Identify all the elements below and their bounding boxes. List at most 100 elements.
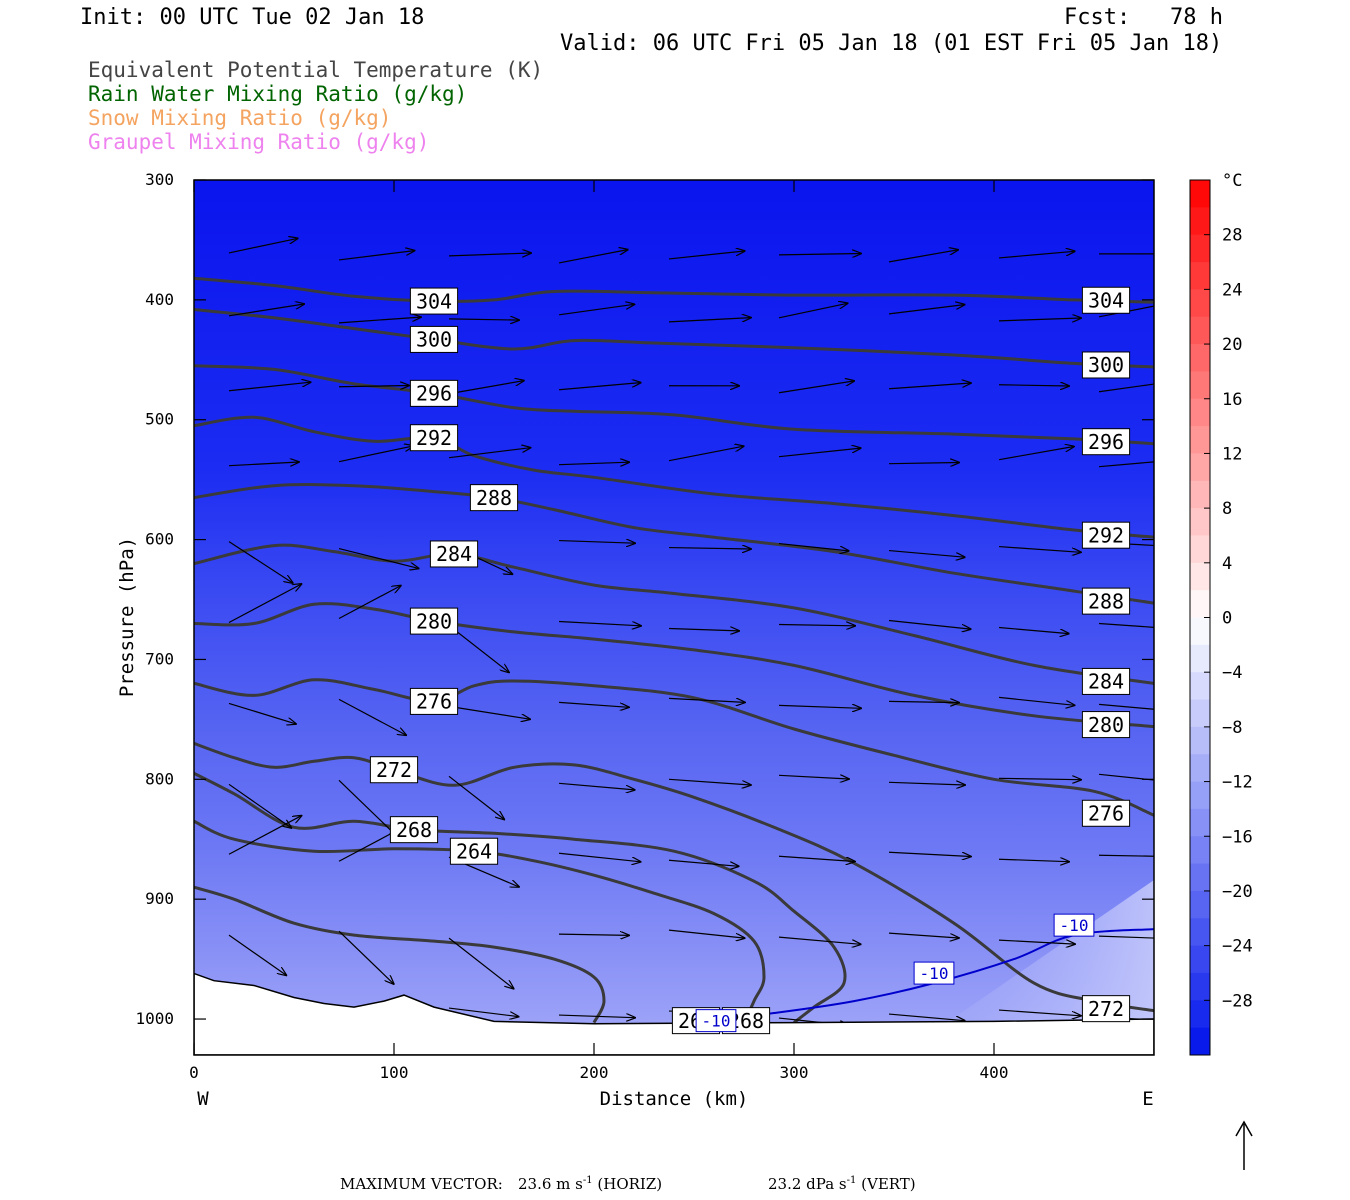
wind-vector bbox=[778, 936, 861, 944]
theta-e-label-288-east-box bbox=[1081, 587, 1131, 615]
wind-vector bbox=[228, 304, 304, 317]
colorbar-segment bbox=[1190, 863, 1210, 892]
colorbar-tick-label: −24 bbox=[1222, 937, 1253, 957]
colorbar-tick-label: 8 bbox=[1222, 499, 1232, 519]
wind-vector bbox=[448, 937, 514, 988]
cross-section-chart: 304 3043003002962962922922882882842842802… bbox=[116, 170, 1253, 1170]
wind-vector bbox=[998, 939, 1075, 944]
wind-vector bbox=[888, 932, 959, 938]
theta-e-label-292-east: 292 bbox=[1088, 523, 1124, 547]
temperature-label--10-2: -10 bbox=[1060, 916, 1089, 935]
wind-vector bbox=[668, 318, 751, 323]
wind-vector bbox=[1098, 622, 1154, 628]
wind-vector bbox=[888, 701, 959, 702]
wind-vector bbox=[448, 775, 504, 819]
theta-e-label-288-west-box bbox=[469, 484, 519, 512]
wind-vector bbox=[998, 385, 1069, 386]
wind-vector bbox=[998, 859, 1069, 861]
wind-vector bbox=[1098, 383, 1154, 393]
theta-e-label-280-east: 280 bbox=[1088, 713, 1124, 737]
temperature-label--10-0: -10 bbox=[702, 1011, 731, 1030]
wind-vector bbox=[558, 934, 629, 935]
x-tick-label: 400 bbox=[980, 1063, 1009, 1082]
theta-e-contour-284 bbox=[194, 543, 1154, 685]
colorbar-tick-label: −8 bbox=[1222, 718, 1242, 738]
wind-vector bbox=[778, 542, 849, 551]
wind-vector bbox=[778, 254, 861, 255]
temperature-label--10-1: -10 bbox=[920, 964, 949, 983]
init-time: Init: 00 UTC Tue 02 Jan 18 bbox=[80, 5, 425, 30]
wind-vector bbox=[1098, 703, 1154, 710]
wind-vector bbox=[338, 586, 401, 620]
colorbar-segment bbox=[1190, 562, 1210, 591]
colorbar-segment bbox=[1190, 781, 1210, 810]
wind-vector bbox=[888, 250, 958, 263]
theta-e-contour-272 bbox=[194, 741, 1154, 1013]
wind-vector bbox=[558, 1015, 635, 1018]
colorbar-tick-label: −12 bbox=[1222, 773, 1253, 793]
forecast-hour: Fcst: 78 h bbox=[1064, 5, 1223, 30]
wind-vector bbox=[228, 462, 299, 466]
colorbar-tick-label: −20 bbox=[1222, 882, 1253, 902]
theta-e-contour-unlabeled-11 bbox=[194, 885, 606, 1024]
valid-time: Valid: 06 UTC Fri 05 Jan 18 (01 EST Fri … bbox=[560, 31, 1223, 56]
wind-vector bbox=[888, 851, 971, 856]
wind-vector bbox=[778, 448, 861, 458]
wind-vector bbox=[448, 381, 524, 395]
y-tick-label: 300 bbox=[145, 170, 174, 189]
y-tick-label: 500 bbox=[145, 410, 174, 429]
theta-e-contour-300 bbox=[194, 308, 1154, 369]
legend-graupel: Graupel Mixing Ratio (g/kg) bbox=[88, 130, 430, 154]
theta-e-label-268-west-box bbox=[389, 816, 439, 844]
theta-e-label-304-west-box bbox=[409, 287, 459, 315]
colorbar-segment bbox=[1190, 808, 1210, 837]
wind-vector bbox=[998, 447, 1074, 461]
theta-e-label-304-east-box bbox=[1081, 286, 1131, 314]
colorbar-segment bbox=[1190, 508, 1210, 536]
theta-e-label-288-east: 288 bbox=[1088, 589, 1124, 613]
theta-e-contour-304 bbox=[194, 276, 1154, 304]
wind-vector bbox=[998, 778, 1081, 779]
wind-vector bbox=[228, 541, 293, 583]
wind-vector bbox=[448, 448, 530, 459]
colorbar-segment bbox=[1190, 480, 1210, 509]
wind-vector bbox=[888, 549, 965, 558]
theta-e-label-280-east-box bbox=[1081, 711, 1131, 739]
y-tick-label: 600 bbox=[145, 530, 174, 549]
theta-e-label-272-west: 272 bbox=[376, 758, 412, 782]
theta-e-label-300-west: 300 bbox=[416, 328, 452, 352]
x-tick-label: 200 bbox=[580, 1063, 609, 1082]
colorbar-tick-label: −16 bbox=[1222, 827, 1253, 847]
max-vector-horiz: 23.6 m s-1 (HORIZ) bbox=[518, 1175, 663, 1193]
colorbar-tick-label: 28 bbox=[1222, 226, 1242, 246]
wind-vector bbox=[888, 1013, 965, 1021]
theta-e-label-276-west: 276 bbox=[416, 690, 452, 714]
colorbar-segment bbox=[1190, 180, 1210, 208]
colorbar-tick-label: 24 bbox=[1222, 280, 1242, 300]
wind-vector bbox=[778, 775, 849, 779]
colorbar-segment bbox=[1190, 426, 1210, 454]
theta-e-label-264-west: 264 bbox=[456, 839, 492, 863]
temperature-fill bbox=[194, 180, 1154, 1055]
wind-vector bbox=[228, 238, 298, 254]
colorbar-unit: °C bbox=[1222, 171, 1242, 191]
wind-vector bbox=[338, 446, 413, 463]
theta-e-label-292-east-box bbox=[1081, 521, 1131, 549]
wind-vector bbox=[1098, 935, 1154, 939]
colorbar-segment bbox=[1190, 234, 1210, 263]
wind-vector bbox=[998, 318, 1081, 321]
theta-e-label-304-west: 304 bbox=[416, 289, 452, 313]
wind-vector bbox=[338, 386, 409, 387]
colorbar-segment bbox=[1190, 289, 1210, 318]
legend-theta-e: Equivalent Potential Temperature (K) bbox=[88, 58, 544, 82]
theta-e-label-292-west-box bbox=[409, 424, 459, 452]
colorbar-segment bbox=[1190, 398, 1210, 427]
wind-vector bbox=[888, 305, 964, 315]
colorbar-tick-label: 4 bbox=[1222, 554, 1232, 574]
theta-e-contour-276 bbox=[194, 678, 1154, 817]
colorbar-segment bbox=[1190, 1027, 1210, 1056]
wind-vector bbox=[558, 250, 628, 264]
colorbar-segment bbox=[1190, 890, 1210, 919]
colorbar-segment bbox=[1190, 371, 1210, 400]
wind-vector bbox=[668, 251, 745, 260]
